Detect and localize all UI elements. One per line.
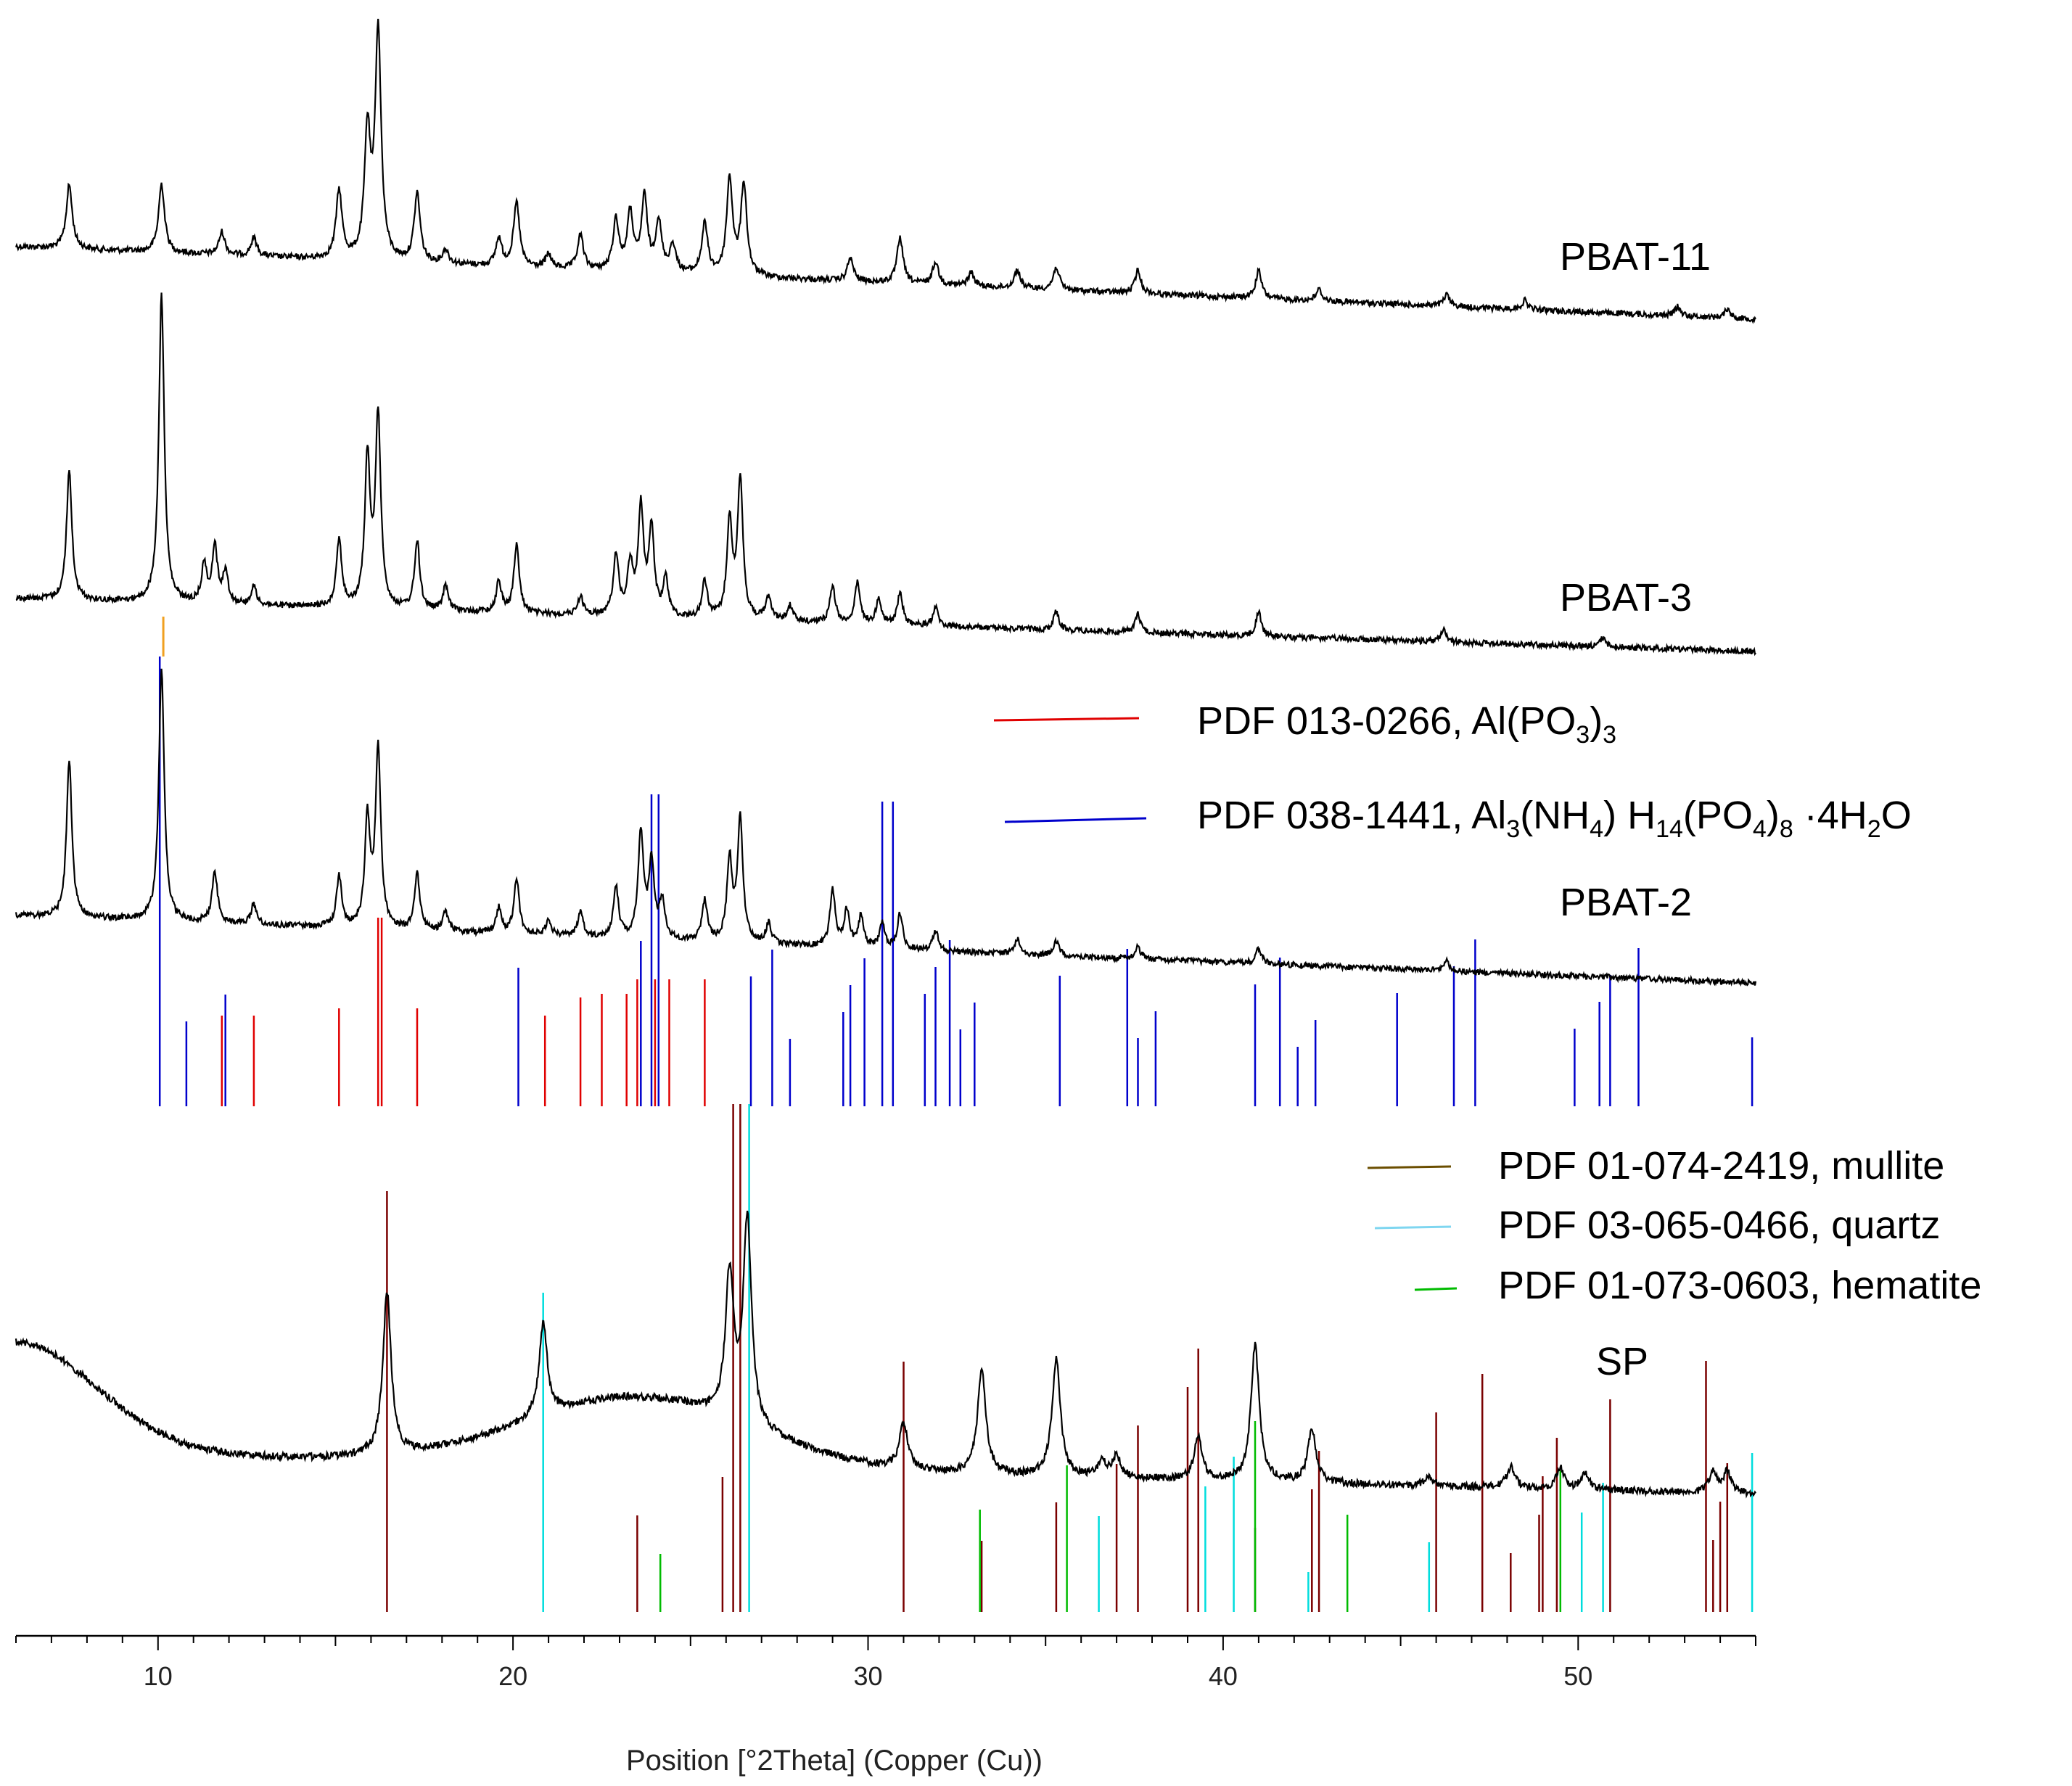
x-tick-label-10: 10 xyxy=(144,1661,173,1691)
reference-sticks xyxy=(158,617,1754,1612)
x-tick-label-50: 50 xyxy=(1563,1661,1592,1691)
trace-pbat-2 xyxy=(15,668,1757,987)
ref-pdf-013-0266-al-po3-3 xyxy=(221,918,706,1106)
x-tick-label-30: 30 xyxy=(853,1661,882,1691)
x-axis: 10 20 30 40 50 xyxy=(15,1634,1756,1691)
ref-pdf-01-074-2419-mullite xyxy=(386,1104,1729,1612)
legend-label-hematite: PDF 01-073-0603, hematite xyxy=(1498,1264,1981,1307)
trace-sp xyxy=(15,1210,1756,1499)
trace-pbat-11 xyxy=(15,18,1756,324)
legend-label-mullite: PDF 01-074-2419, mullite xyxy=(1498,1144,1944,1188)
legend-swatch-mullite xyxy=(1367,1165,1452,1169)
legend-label-al-po3: PDF 013-0266, Al(PO3)3 xyxy=(1197,699,1616,749)
legend-label-al3-nh4: PDF 038-1441, Al3(NH4) H14(PO4)8 ·4H2O xyxy=(1197,794,1912,843)
legend-swatch-al-po3 xyxy=(993,717,1140,722)
legend-swatch-quartz xyxy=(1374,1225,1452,1230)
x-tick-label-20: 20 xyxy=(498,1661,527,1691)
ref-pdf-01-073-0603-hematite xyxy=(659,1421,1562,1612)
series-label-sp: SP xyxy=(1596,1340,1648,1383)
x-axis-label: Position [°2Theta] (Copper (Cu)) xyxy=(626,1745,1043,1777)
ref-pdf-038-1441-al3-nh4-h14-po4-8-4h2o xyxy=(158,657,1754,1106)
x-tick-label-40: 40 xyxy=(1209,1661,1238,1691)
ref-pdf-03-065-0466-quartz xyxy=(542,1104,1754,1612)
pattern-traces xyxy=(15,18,1757,1499)
legend-swatch-al3-nh4 xyxy=(1004,817,1147,823)
series-label-pbat-2: PBAT-2 xyxy=(1560,881,1692,924)
trace-pbat-3 xyxy=(15,292,1756,657)
series-label-pbat-11: PBAT-11 xyxy=(1560,235,1711,279)
legend-swatch-hematite xyxy=(1414,1287,1458,1291)
series-label-pbat-3: PBAT-3 xyxy=(1560,576,1692,620)
legend-label-quartz: PDF 03-065-0466, quartz xyxy=(1498,1203,1940,1247)
